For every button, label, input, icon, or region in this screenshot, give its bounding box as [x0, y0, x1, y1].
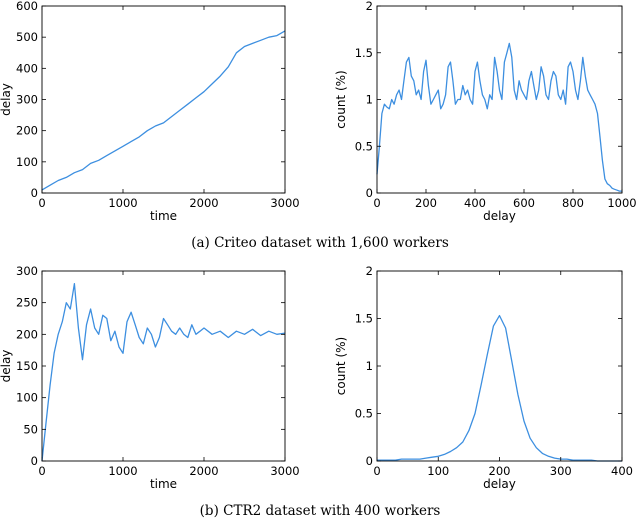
y-tick-label: 0.5 — [355, 139, 373, 153]
y-tick-label: 1.5 — [355, 46, 373, 60]
chart-a-right: 0 200 400 600 800 1000 0 0.5 1 1.5 2 delay count (%) — [334, 0, 637, 223]
x-tick-label: 800 — [562, 196, 584, 210]
y-tick-label: 0 — [366, 186, 373, 200]
chart-b-left: 0 1000 2000 3000 0 50 100 150 200 250 300 time delay — [0, 264, 300, 491]
chart-a-left: 0 1000 2000 3000 0 100 200 300 400 500 600 time dela… — [0, 0, 300, 223]
x-tick-label: 300 — [550, 464, 572, 478]
y-tick-label: 1.5 — [355, 312, 373, 326]
y-tick-label: 1 — [366, 93, 373, 107]
series-line-b-left — [41, 283, 286, 462]
x-tick-label: 600 — [513, 196, 535, 210]
y-tick-label: 200 — [16, 327, 38, 341]
y-tick-label: 50 — [23, 422, 38, 436]
caption-b: (b) CTR2 dataset with 400 workers — [200, 503, 441, 519]
y-tick-label: 0.5 — [355, 407, 373, 421]
y-tick-label: 300 — [16, 93, 38, 107]
x-tick-label: 1000 — [108, 196, 137, 210]
x-tick-label: 3000 — [270, 196, 299, 210]
x-tick-label: 2000 — [189, 196, 218, 210]
x-tick-label: 400 — [464, 196, 486, 210]
y-tick-label: 2 — [366, 264, 373, 278]
x-tick-label: 0 — [373, 464, 380, 478]
y-tick-label: 0 — [366, 454, 373, 468]
plot-frame — [41, 5, 286, 194]
x-tick-label: 0 — [38, 464, 45, 478]
y-tick-label: 0 — [31, 186, 38, 200]
y-axis-label: count (%) — [334, 70, 348, 128]
y-tick-label: 500 — [16, 30, 38, 44]
y-tick-label: 300 — [16, 264, 38, 278]
x-tick-label: 400 — [611, 464, 633, 478]
x-tick-label: 0 — [38, 196, 45, 210]
y-axis-label: count (%) — [334, 337, 348, 395]
x-axis-label: time — [150, 209, 177, 223]
y-tick-label: 600 — [16, 0, 38, 13]
x-tick-label: 100 — [427, 464, 449, 478]
x-axis-label: delay — [483, 477, 516, 491]
chart-b-right: 0 100 200 300 400 0 0.5 1 1.5 2 delay count (%) — [334, 264, 633, 491]
y-tick-label: 100 — [16, 155, 38, 169]
x-tick-label: 1000 — [607, 196, 636, 210]
y-tick-label: 200 — [16, 124, 38, 138]
series-line-a-left — [41, 30, 286, 191]
plot-frame — [376, 5, 623, 194]
plot-frame — [376, 270, 623, 462]
y-tick-label: 1 — [366, 359, 373, 373]
caption-a: (a) Criteo dataset with 1,600 workers — [191, 235, 449, 251]
x-tick-label: 2000 — [189, 464, 218, 478]
x-axis-label: time — [150, 477, 177, 491]
x-tick-label: 1000 — [108, 464, 137, 478]
x-tick-label: 3000 — [270, 464, 299, 478]
x-axis-label: delay — [483, 209, 516, 223]
series-line-a-right — [376, 42, 622, 192]
y-tick-label: 100 — [16, 391, 38, 405]
y-tick-label: 400 — [16, 61, 38, 75]
x-tick-label: 200 — [489, 464, 511, 478]
plot-frame — [41, 270, 286, 462]
y-tick-label: 2 — [366, 0, 373, 13]
y-tick-label: 250 — [16, 296, 38, 310]
y-tick-label: 0 — [31, 454, 38, 468]
series-line-b-right — [377, 314, 622, 462]
x-tick-label: 0 — [373, 196, 380, 210]
y-axis-label: delay — [0, 83, 13, 116]
x-tick-label: 200 — [415, 196, 437, 210]
y-tick-label: 150 — [16, 359, 38, 373]
y-axis-label: delay — [0, 350, 13, 383]
